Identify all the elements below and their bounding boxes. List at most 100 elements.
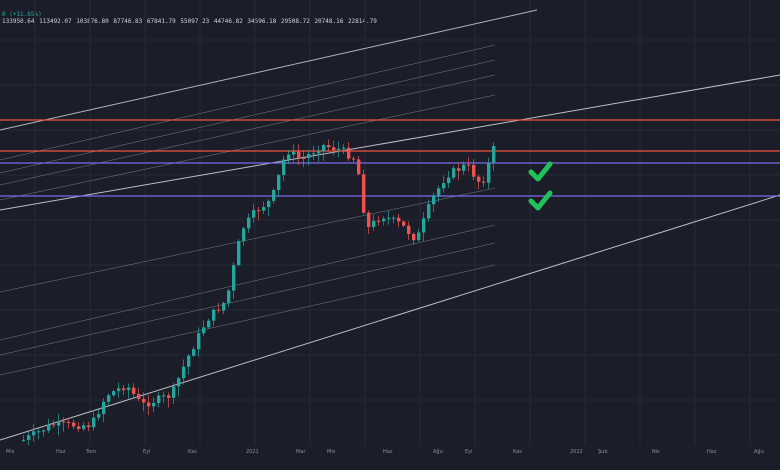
candle-up bbox=[82, 425, 86, 429]
candle-up bbox=[172, 386, 176, 398]
candle-up bbox=[112, 391, 116, 396]
candle-up bbox=[107, 395, 111, 402]
x-axis-label: Tem bbox=[85, 449, 96, 455]
candle-down bbox=[302, 157, 306, 159]
candle-up bbox=[437, 188, 441, 196]
candle-up bbox=[487, 162, 491, 183]
candle-up bbox=[342, 147, 346, 149]
candle-down bbox=[347, 147, 351, 159]
candle-up bbox=[247, 217, 251, 229]
candle-up bbox=[372, 220, 376, 228]
candle-up bbox=[22, 439, 26, 441]
candle-down bbox=[77, 426, 81, 429]
candle-up bbox=[182, 366, 186, 379]
candle-up bbox=[227, 290, 231, 303]
channel-line bbox=[0, 187, 496, 293]
candle-up bbox=[292, 151, 296, 155]
candle-up bbox=[232, 265, 236, 291]
candle-down bbox=[132, 387, 136, 394]
candle-up bbox=[267, 200, 271, 208]
candle-up bbox=[427, 204, 431, 219]
channel-line bbox=[0, 44, 496, 161]
candle-down bbox=[477, 176, 481, 182]
candle-up bbox=[37, 431, 41, 433]
candle-up bbox=[492, 145, 496, 163]
fib-levels-readout: 133950.64 113492.07 103876.80 87746.83 6… bbox=[2, 18, 377, 25]
candle-up bbox=[317, 151, 321, 154]
candle-down bbox=[142, 398, 146, 403]
candle-down bbox=[62, 421, 66, 423]
candle-up bbox=[447, 177, 451, 184]
candle-down bbox=[72, 422, 76, 427]
candle-down bbox=[332, 147, 336, 151]
x-axis-label: Kas bbox=[513, 449, 522, 455]
candle-down bbox=[327, 145, 331, 148]
x-axis-label: Şub bbox=[598, 449, 608, 455]
price-change: 0 (+11.65%) bbox=[2, 11, 42, 18]
candle-up bbox=[462, 164, 466, 171]
candle-up bbox=[207, 320, 211, 328]
candle-down bbox=[147, 402, 151, 407]
candle-up bbox=[47, 424, 51, 431]
candle-down bbox=[167, 395, 171, 398]
candle-up bbox=[222, 302, 226, 311]
candle-down bbox=[357, 159, 361, 175]
candle-up bbox=[197, 333, 201, 350]
check-icon bbox=[528, 190, 553, 211]
x-axis-label: Nis bbox=[652, 449, 660, 455]
candle-up bbox=[192, 349, 196, 356]
x-axis-label: 2021 bbox=[246, 449, 259, 455]
candle-up bbox=[92, 417, 96, 428]
candle-up bbox=[387, 217, 391, 219]
candle-up bbox=[262, 207, 266, 211]
x-axis-label: Haz bbox=[56, 449, 66, 455]
candle-up bbox=[102, 401, 106, 415]
candle-down bbox=[297, 151, 301, 158]
candle-up bbox=[187, 355, 191, 367]
channel-line bbox=[0, 242, 496, 356]
candle-up bbox=[212, 309, 216, 321]
candlesticks bbox=[22, 139, 496, 446]
candle-up bbox=[42, 430, 46, 432]
candle-up bbox=[237, 241, 241, 266]
channel-line-top bbox=[0, 9, 538, 131]
candle-up bbox=[177, 378, 181, 387]
check-icon bbox=[528, 161, 553, 182]
grid bbox=[0, 0, 780, 445]
candle-down bbox=[352, 158, 356, 160]
candle-down bbox=[137, 393, 141, 399]
channel-line-main bbox=[0, 74, 780, 211]
candle-up bbox=[152, 402, 156, 407]
candle-up bbox=[127, 387, 131, 391]
candle-down bbox=[367, 212, 371, 228]
candle-up bbox=[32, 431, 36, 436]
channel-line bbox=[0, 94, 496, 201]
candle-down bbox=[87, 425, 91, 428]
channel-line bbox=[0, 264, 496, 376]
candle-up bbox=[322, 145, 326, 152]
channel-line-bottom bbox=[0, 194, 780, 441]
candle-up bbox=[337, 148, 341, 151]
candle-down bbox=[52, 424, 56, 426]
candle-up bbox=[287, 154, 291, 160]
candle-up bbox=[452, 168, 456, 178]
candle-down bbox=[257, 210, 261, 212]
x-axis-label: 2022 bbox=[570, 449, 583, 455]
x-axis-label: Ağu bbox=[754, 448, 764, 455]
x-axis-label: Mis bbox=[6, 449, 15, 455]
chart-header: 0 (+11.65%) 133950.64 113492.07 103876.8… bbox=[0, 0, 780, 26]
x-axis-label: Eyl bbox=[143, 449, 151, 455]
x-axis-label: Mar bbox=[296, 449, 306, 455]
candle-up bbox=[202, 327, 206, 334]
candle-down bbox=[377, 220, 381, 222]
candle-up bbox=[392, 217, 396, 219]
candle-down bbox=[402, 221, 406, 226]
x-axis-label: Mis bbox=[327, 449, 336, 455]
channel-line bbox=[0, 224, 496, 341]
candle-down bbox=[472, 164, 476, 177]
candle-up bbox=[157, 395, 161, 403]
channel-lines bbox=[0, 9, 780, 441]
channel-line bbox=[0, 59, 496, 174]
candle-up bbox=[117, 388, 121, 392]
